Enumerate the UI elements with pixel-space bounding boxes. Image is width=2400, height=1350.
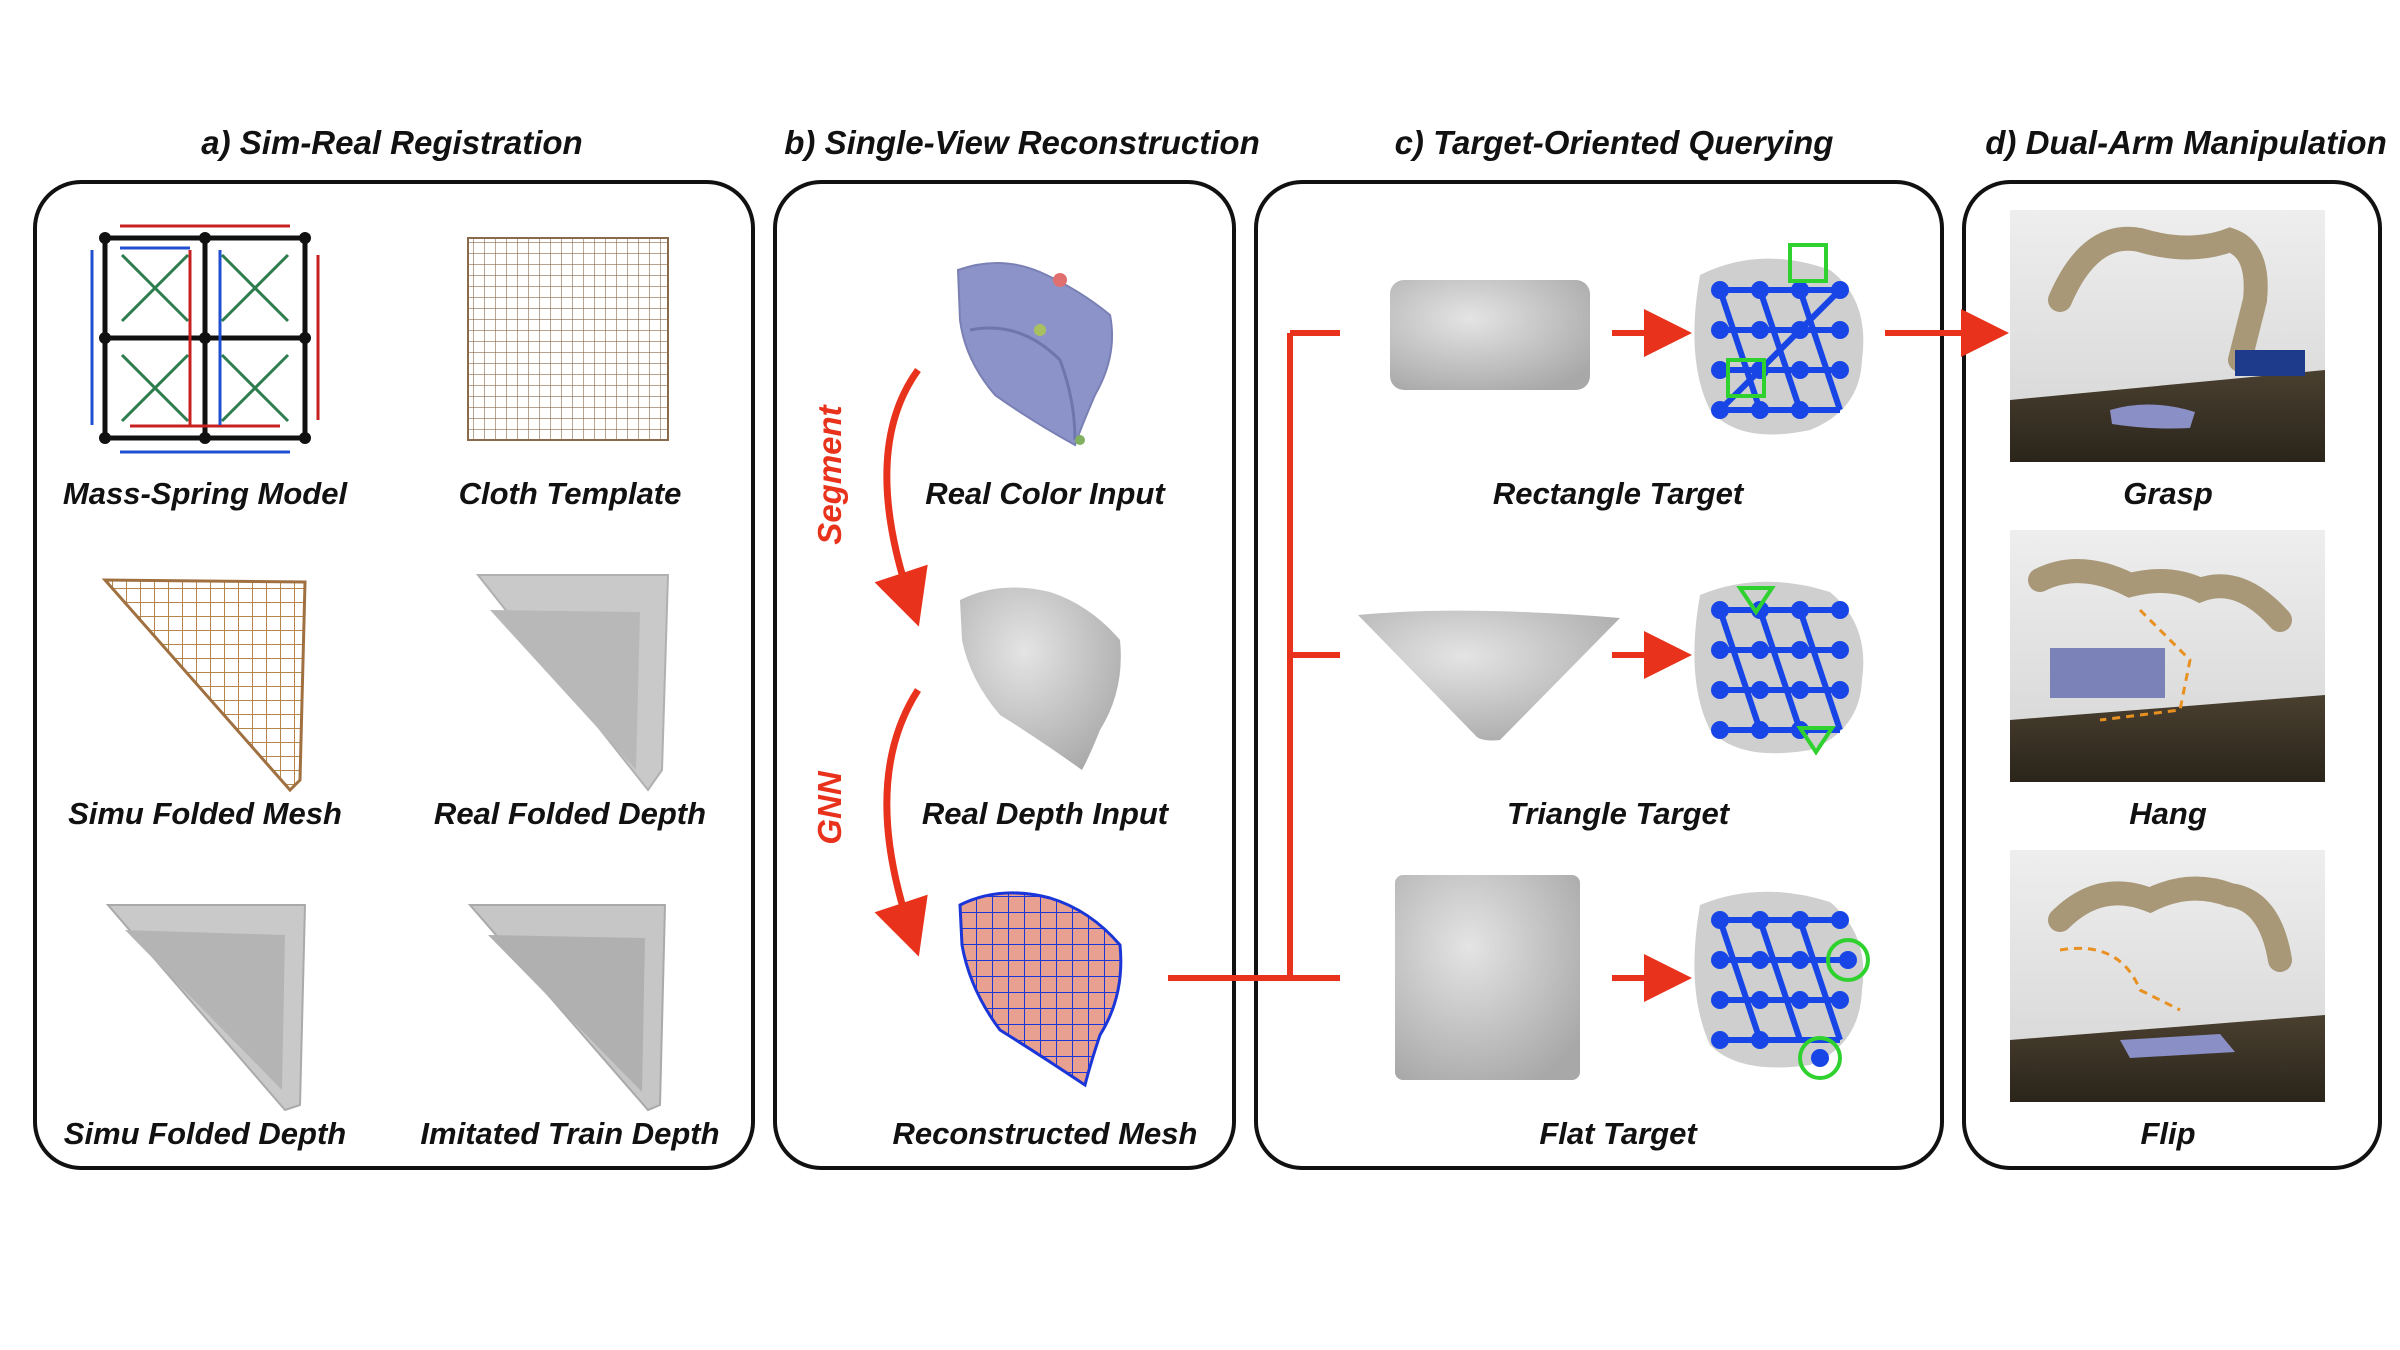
caption-simu-folded-mesh: Simu Folded Mesh bbox=[68, 796, 342, 831]
caption-real-depth-input: Real Depth Input bbox=[921, 796, 1169, 831]
caption-grasp: Grasp bbox=[2123, 476, 2213, 511]
caption-flat-target: Flat Target bbox=[1539, 1116, 1697, 1151]
caption-mass-spring-model: Mass-Spring Model bbox=[62, 476, 348, 511]
caption-real-color-input: Real Color Input bbox=[925, 476, 1165, 511]
triangle-target-depth bbox=[1358, 610, 1620, 741]
hang-photo bbox=[2010, 530, 2325, 782]
caption-triangle-target: Triangle Target bbox=[1506, 796, 1730, 831]
real-depth-input-figure bbox=[960, 587, 1121, 770]
section-b-title: b) Single-View Reconstruction bbox=[784, 124, 1260, 161]
cloth-template-figure bbox=[467, 237, 669, 441]
caption-hang: Hang bbox=[2129, 796, 2207, 831]
rectangle-target-graph bbox=[1694, 243, 1864, 435]
segment-arrow-label: Segment bbox=[811, 405, 848, 545]
section-a-title: a) Sim-Real Registration bbox=[201, 124, 583, 161]
simu-folded-mesh-figure bbox=[101, 578, 307, 793]
flip-photo bbox=[2010, 850, 2325, 1102]
section-d-title: d) Dual-Arm Manipulation bbox=[1985, 124, 2387, 161]
caption-imitated-train-depth: Imitated Train Depth bbox=[420, 1116, 720, 1151]
branch-connector bbox=[1168, 330, 1340, 981]
caption-flip: Flip bbox=[2140, 1116, 2196, 1151]
real-color-input-figure bbox=[956, 262, 1114, 447]
flat-target-depth bbox=[1395, 875, 1580, 1080]
reconstructed-mesh-figure bbox=[958, 891, 1123, 1088]
panel-target-oriented-querying bbox=[1254, 180, 1944, 1170]
caption-simu-folded-depth: Simu Folded Depth bbox=[63, 1116, 347, 1151]
caption-rectangle-target: Rectangle Target bbox=[1492, 476, 1744, 511]
panel-dual-arm-manipulation bbox=[1962, 180, 2382, 1170]
grasp-photo bbox=[2010, 210, 2325, 462]
panel-sim-real-registration bbox=[33, 180, 755, 1170]
mass-spring-model-figure bbox=[90, 224, 320, 454]
triangle-target-graph bbox=[1694, 581, 1864, 756]
caption-real-folded-depth: Real Folded Depth bbox=[433, 796, 707, 831]
caption-reconstructed-mesh: Reconstructed Mesh bbox=[892, 1116, 1198, 1151]
rectangle-target-depth bbox=[1390, 280, 1590, 390]
flat-target-graph bbox=[1694, 891, 1870, 1080]
panel-single-view-reconstruction bbox=[773, 180, 1236, 1170]
gnn-arrow-label: GNN bbox=[811, 771, 848, 845]
section-c-title: c) Target-Oriented Querying bbox=[1394, 124, 1834, 161]
caption-cloth-template: Cloth Template bbox=[458, 476, 682, 511]
